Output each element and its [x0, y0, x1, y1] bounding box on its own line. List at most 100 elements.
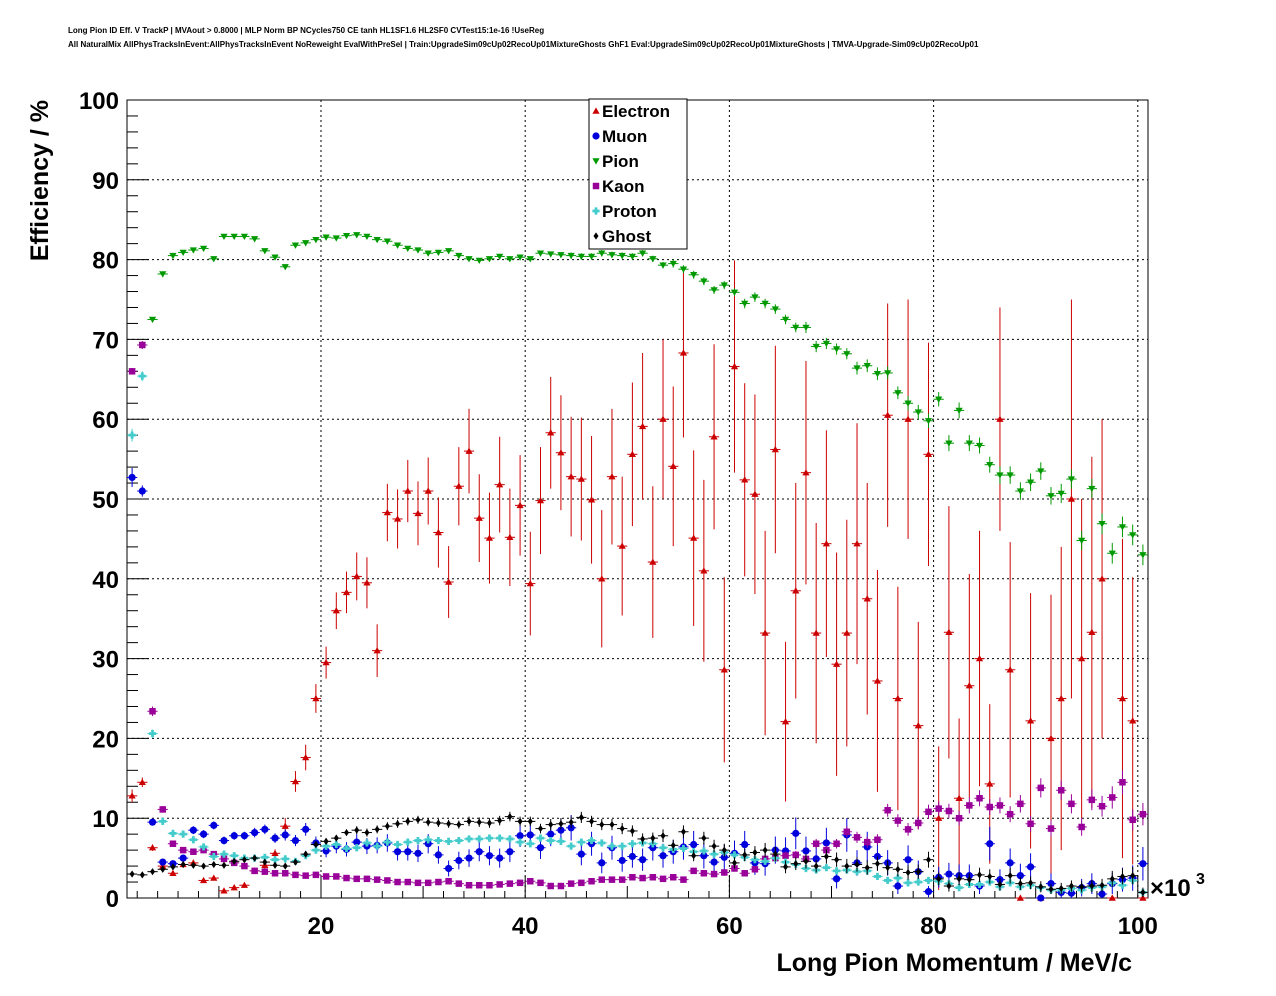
data-point	[128, 792, 136, 799]
data-point	[628, 852, 636, 861]
data-point	[526, 840, 534, 848]
y-tick-label: 30	[92, 647, 119, 674]
data-point	[771, 445, 779, 453]
data-point	[485, 852, 494, 860]
data-point	[578, 813, 584, 822]
data-point	[322, 847, 330, 855]
data-point	[557, 449, 565, 456]
data-point	[251, 867, 258, 875]
data-point	[608, 842, 616, 850]
data-point	[863, 838, 871, 846]
data-point	[312, 871, 320, 879]
data-point	[138, 778, 146, 785]
data-point	[577, 253, 585, 261]
data-point	[1129, 532, 1137, 539]
data-point	[557, 837, 565, 845]
series-electron	[127, 260, 1148, 901]
data-point	[475, 835, 483, 843]
data-point	[761, 300, 769, 308]
data-point	[199, 876, 208, 884]
data-point	[527, 817, 533, 825]
axis-ticks: 20 40 60 80 100 0 10 20 30 40 50 60 70 80 90 100	[79, 88, 1158, 940]
data-point	[720, 282, 728, 289]
data-point	[945, 807, 953, 815]
data-point	[792, 587, 800, 594]
data-point	[160, 865, 166, 873]
data-point	[240, 233, 249, 241]
data-point	[230, 233, 238, 241]
data-point	[240, 832, 249, 840]
data-point	[987, 872, 993, 881]
data-point	[721, 846, 727, 854]
data-point	[996, 472, 1004, 479]
header-line-1: Long Pion ID Eff. V TrackP | MVAout > 0.…	[68, 26, 545, 35]
data-point	[660, 832, 666, 840]
data-point	[465, 881, 473, 889]
data-point	[1139, 552, 1147, 559]
data-point	[180, 860, 186, 869]
data-point	[721, 869, 728, 876]
data-point	[955, 407, 963, 415]
data-point	[169, 840, 177, 847]
data-point	[690, 867, 697, 875]
data-point	[598, 859, 606, 867]
data-point	[393, 840, 402, 849]
data-point	[711, 842, 717, 850]
data-point	[1079, 883, 1085, 891]
data-point	[568, 818, 574, 826]
data-point	[373, 876, 381, 883]
data-point	[679, 844, 688, 853]
data-point	[935, 396, 943, 403]
data-point	[1007, 872, 1013, 880]
data-point	[955, 814, 963, 822]
data-point	[1098, 802, 1106, 810]
data-point	[271, 834, 279, 842]
data-point	[169, 252, 177, 260]
data-point	[497, 816, 503, 825]
data-point	[832, 867, 841, 875]
data-point	[220, 233, 228, 241]
data-point	[741, 870, 748, 877]
data-point	[272, 861, 278, 869]
data-point	[190, 848, 197, 855]
data-point	[1038, 883, 1044, 891]
data-point	[220, 850, 228, 858]
data-point	[201, 862, 207, 870]
data-point	[373, 647, 381, 654]
data-point	[466, 817, 472, 825]
data-point	[873, 371, 882, 378]
data-point	[781, 718, 790, 725]
data-point	[599, 820, 605, 829]
data-point	[302, 240, 310, 247]
data-point	[629, 827, 635, 835]
data-point	[353, 838, 361, 846]
header-line-2: All NaturalMix AllPhysTracksInEvent:AllP…	[68, 40, 979, 49]
data-point	[639, 856, 647, 864]
x-axis-label: Long Pion Momentum / MeV/c	[776, 949, 1132, 977]
data-point	[557, 826, 565, 834]
data-point	[1037, 894, 1045, 902]
data-point	[291, 242, 300, 249]
data-point	[914, 409, 922, 416]
data-point	[281, 831, 289, 839]
data-point	[148, 316, 157, 324]
data-point	[741, 840, 749, 849]
data-point	[128, 368, 136, 375]
data-point	[813, 862, 819, 870]
data-point	[128, 431, 136, 439]
data-point	[455, 856, 463, 865]
data-point	[1016, 894, 1024, 901]
data-point	[414, 849, 422, 857]
data-point	[1068, 800, 1075, 808]
legend-label-kaon: Kaon	[602, 177, 645, 196]
data-point	[1089, 882, 1095, 890]
data-point	[139, 341, 146, 349]
data-point	[445, 864, 453, 873]
y-tick-label: 60	[92, 407, 119, 434]
data-point	[1078, 537, 1086, 545]
data-point	[353, 875, 360, 883]
data-point	[558, 820, 564, 828]
data-point	[393, 242, 402, 249]
data-point	[536, 250, 545, 257]
